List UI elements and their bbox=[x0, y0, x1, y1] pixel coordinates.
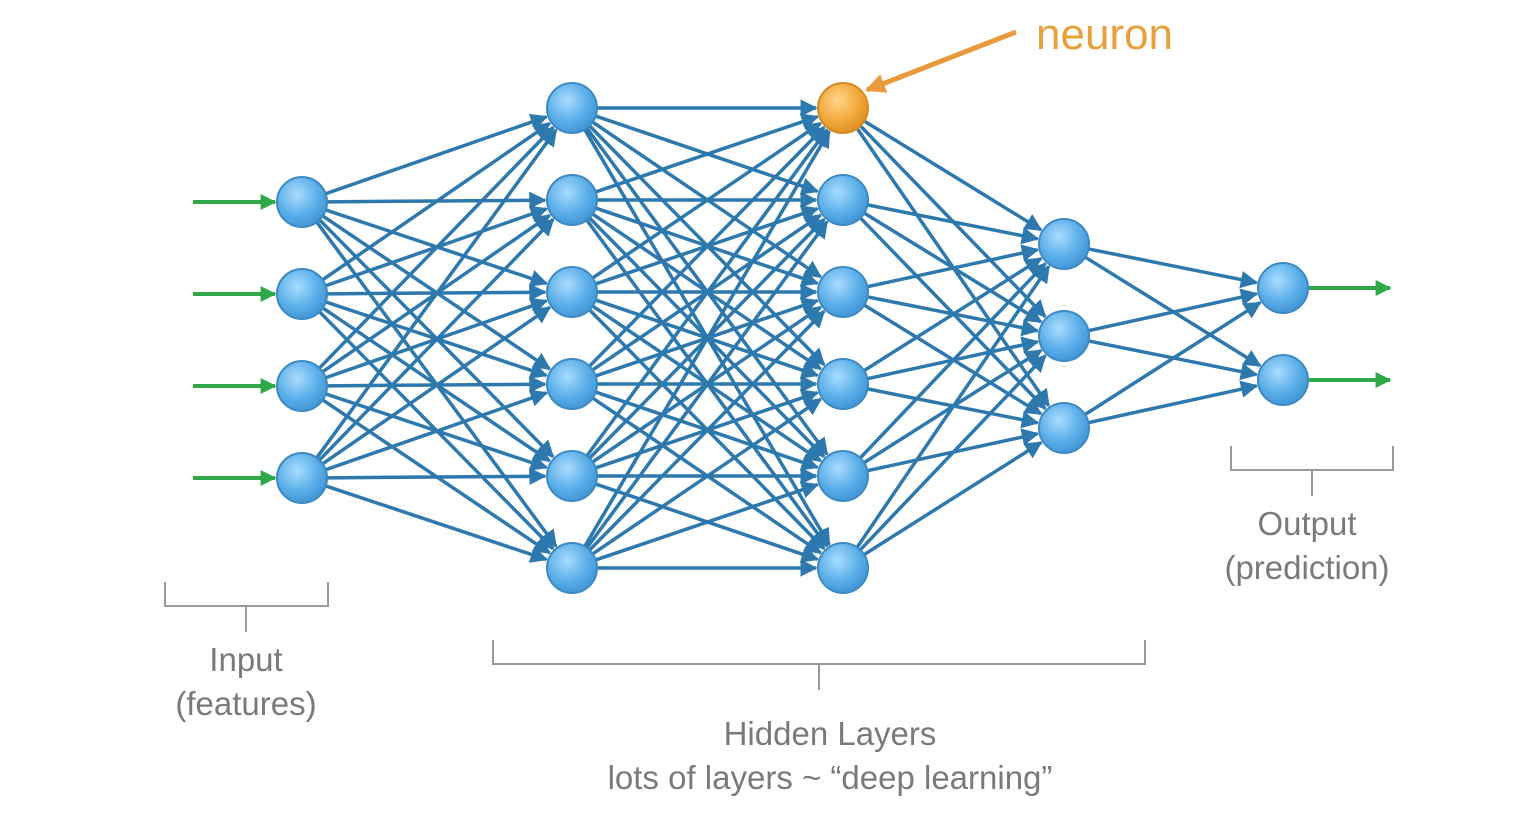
edge-l1-5-to-3 bbox=[591, 397, 823, 556]
output-label: Output (prediction) bbox=[1187, 502, 1427, 590]
neuron-l4-1 bbox=[1257, 354, 1309, 406]
brackets bbox=[164, 446, 1394, 690]
hidden-label-line2: lots of layers ~ “deep learning” bbox=[607, 759, 1053, 796]
edge-l2-3-to-0 bbox=[863, 256, 1043, 373]
neuron-l0-1 bbox=[276, 268, 328, 320]
edge-l2-0-to-0 bbox=[863, 119, 1043, 232]
edge-l1-3-to-0 bbox=[588, 126, 826, 368]
neuron-l0-3 bbox=[276, 452, 328, 504]
connection-edges bbox=[315, 99, 1262, 577]
neuron-l0-2 bbox=[276, 360, 328, 412]
neuron-l1-1 bbox=[546, 174, 598, 226]
neuron-label: neuron bbox=[1036, 10, 1174, 59]
hidden-layers-label: Hidden Layers lots of layers ~ “deep lea… bbox=[520, 712, 1140, 800]
neuron-l3-0 bbox=[1038, 218, 1090, 270]
neuron-l3-2 bbox=[1038, 402, 1090, 454]
edge-l3-1-to-0 bbox=[1088, 288, 1259, 333]
input-label: Input (features) bbox=[126, 638, 366, 726]
neuron-l1-0 bbox=[546, 82, 598, 134]
edge-l1-5-to-0 bbox=[583, 129, 831, 548]
edge-l2-1-to-0 bbox=[867, 203, 1040, 245]
edge-l3-2-to-1 bbox=[1088, 380, 1259, 425]
edge-l1-4-to-0 bbox=[585, 128, 829, 457]
neuron-l4-0 bbox=[1257, 262, 1309, 314]
neurons bbox=[276, 82, 1309, 594]
edge-l1-1-to-0 bbox=[595, 113, 820, 194]
edge-l2-5-to-2 bbox=[863, 440, 1043, 557]
input-bracket bbox=[164, 582, 329, 632]
edge-l3-0-to-0 bbox=[1088, 247, 1259, 289]
neuron-l1-5 bbox=[546, 542, 598, 594]
edge-l0-0-to-0 bbox=[325, 113, 549, 196]
edge-l0-3-to-3 bbox=[325, 389, 549, 472]
edge-l1-5-to-4 bbox=[595, 481, 820, 562]
edge-l1-2-to-0 bbox=[591, 121, 823, 280]
neuron-l1-2 bbox=[546, 266, 598, 318]
edge-l1-5-to-2 bbox=[588, 310, 826, 552]
edge-l0-1-to-0 bbox=[321, 121, 552, 282]
edge-l2-5-to-0 bbox=[855, 264, 1051, 549]
edge-l0-2-to-0 bbox=[318, 126, 555, 370]
neuron-l1-4 bbox=[546, 450, 598, 502]
neuron-l3-1 bbox=[1038, 310, 1090, 362]
edge-l3-2-to-0 bbox=[1084, 301, 1262, 417]
edge-l2-4-to-0 bbox=[858, 262, 1047, 460]
edge-l0-3-to-0 bbox=[315, 128, 558, 459]
neuron-l2-2 bbox=[817, 266, 869, 318]
output-label-line2: (prediction) bbox=[1224, 549, 1390, 586]
edge-l2-5-to-1 bbox=[858, 354, 1047, 552]
edge-l0-3-to-5 bbox=[325, 484, 549, 563]
edge-l0-3-to-2 bbox=[321, 305, 552, 466]
neuron-l1-3 bbox=[546, 358, 598, 410]
input-label-line1: Input bbox=[209, 641, 283, 678]
input-label-line2: (features) bbox=[175, 685, 317, 722]
neuron-l0-0 bbox=[276, 176, 328, 228]
io-arrows bbox=[193, 194, 1392, 486]
neuron-l2-3 bbox=[817, 358, 869, 410]
neuron-l2-1 bbox=[817, 174, 869, 226]
hidden-bracket bbox=[492, 640, 1146, 690]
output-label-line1: Output bbox=[1257, 505, 1357, 542]
output-bracket bbox=[1230, 446, 1394, 496]
neuron-pointer-arrow bbox=[865, 29, 1017, 93]
hidden-label-line1: Hidden Layers bbox=[723, 715, 937, 752]
neuron-l2-5 bbox=[817, 542, 869, 594]
edge-l0-3-to-4 bbox=[326, 467, 547, 486]
edge-l0-3-to-1 bbox=[318, 218, 555, 462]
neuron-l2-4 bbox=[817, 450, 869, 502]
edge-l2-2-to-0 bbox=[867, 244, 1040, 289]
edge-l1-5-to-1 bbox=[585, 220, 829, 549]
highlighted-neuron bbox=[817, 82, 869, 134]
